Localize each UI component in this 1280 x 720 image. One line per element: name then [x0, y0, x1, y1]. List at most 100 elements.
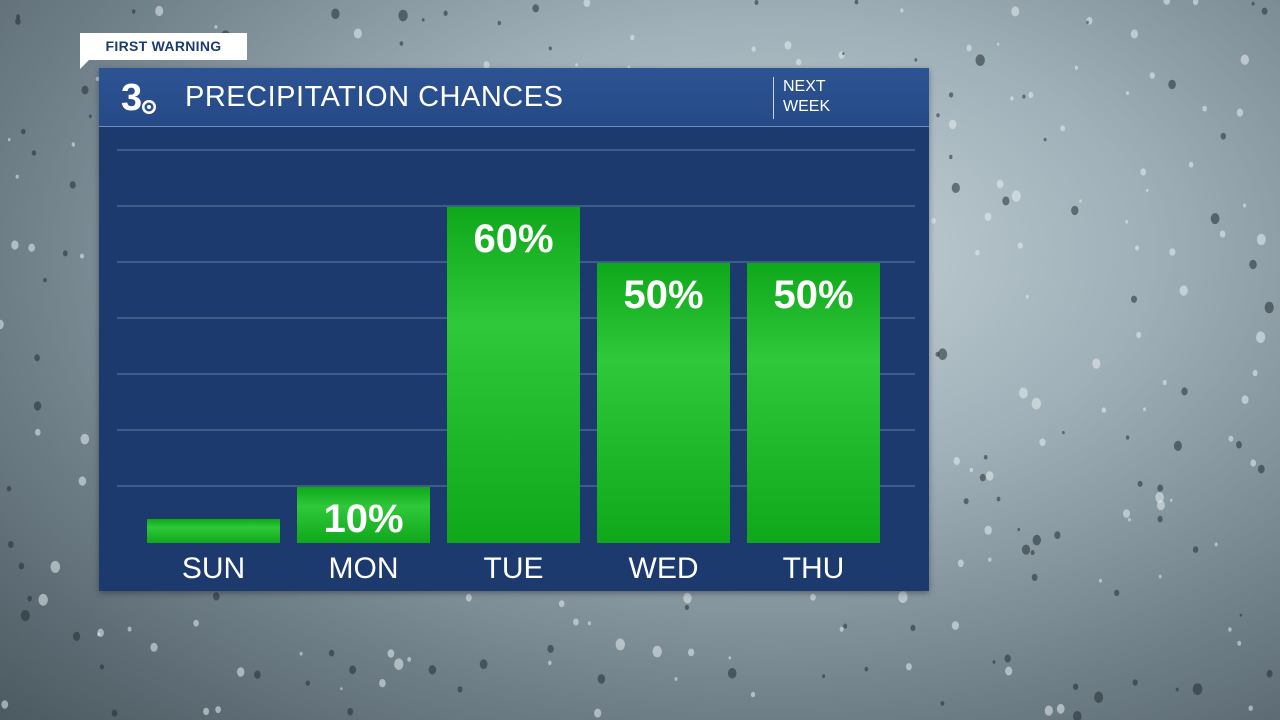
- raindrop: [497, 20, 501, 26]
- raindrop: [966, 44, 972, 52]
- raindrop: [18, 562, 25, 570]
- raindrop: [630, 34, 635, 41]
- raindrop: [1017, 242, 1023, 249]
- raindrop: [1188, 161, 1194, 168]
- raindrop: [69, 181, 76, 189]
- raindrop: [43, 277, 47, 283]
- raindrop: [0, 319, 4, 330]
- category-label-wed: WED: [629, 552, 699, 585]
- raindrop: [948, 119, 957, 130]
- raindrop: [1179, 285, 1188, 296]
- raindrop: [843, 623, 848, 629]
- page-title: PRECIPITATION CHANCES: [185, 81, 564, 113]
- raindrop: [992, 660, 996, 664]
- raindrop: [864, 666, 869, 672]
- raindrop: [1071, 205, 1079, 216]
- header-divider: [773, 77, 774, 119]
- raindrop: [627, 65, 631, 69]
- raindrop: [1073, 711, 1082, 720]
- raindrop: [21, 128, 26, 135]
- badge-tail: [80, 60, 89, 69]
- raindrop: [1132, 679, 1138, 686]
- bar-sun: [147, 519, 280, 543]
- raindrop: [1249, 259, 1257, 270]
- raindrop: [784, 41, 792, 50]
- raindrop: [1252, 369, 1258, 377]
- raindrop: [95, 76, 100, 82]
- raindrop: [573, 618, 579, 626]
- raindrop: [951, 182, 960, 193]
- raindrop: [8, 541, 14, 548]
- raindrop: [810, 593, 816, 601]
- raindrop: [1202, 105, 1207, 112]
- raindrop: [1010, 96, 1014, 101]
- raindrop: [1261, 7, 1268, 15]
- raindrop: [1158, 574, 1162, 579]
- raindrop: [131, 9, 136, 14]
- raindrop: [1241, 395, 1249, 404]
- raindrop: [1169, 248, 1176, 256]
- raindrop: [31, 150, 37, 156]
- raindrop: [1214, 542, 1218, 547]
- raindrop: [969, 467, 974, 473]
- raindrop: [1074, 65, 1079, 70]
- raindrop: [1162, 379, 1167, 386]
- raindrop: [1019, 387, 1028, 399]
- raindrop: [1256, 331, 1266, 344]
- bar-thu: [747, 263, 880, 543]
- raindrop: [1130, 29, 1138, 39]
- raindrop: [1157, 484, 1164, 492]
- raindrop: [1257, 464, 1265, 474]
- raindrop: [751, 46, 756, 52]
- raindrop: [1101, 407, 1107, 413]
- raindrop: [1181, 387, 1188, 396]
- raindrop: [1256, 233, 1266, 246]
- raindrop: [1143, 407, 1146, 412]
- raindrop: [1039, 438, 1046, 447]
- raindrop: [62, 250, 68, 257]
- raindrop: [951, 621, 960, 630]
- raindrop: [996, 179, 1004, 189]
- raindrop: [548, 660, 552, 666]
- raindrop: [1168, 79, 1176, 90]
- raindrop: [1125, 435, 1130, 440]
- category-label-tue: TUE: [484, 552, 544, 585]
- raindrop: [81, 85, 89, 95]
- raindrop: [948, 92, 954, 98]
- raindrop: [353, 28, 362, 39]
- raindrop: [1237, 640, 1242, 646]
- raindrop: [479, 659, 488, 670]
- raindrop: [839, 626, 844, 632]
- raindrop: [900, 8, 904, 13]
- raindrop: [1022, 94, 1026, 99]
- raindrop: [1099, 578, 1102, 583]
- raindrop: [349, 665, 357, 675]
- raindrop: [1114, 589, 1120, 597]
- raindrop: [1011, 6, 1020, 17]
- raindrop: [203, 707, 210, 716]
- raindrop: [99, 664, 104, 670]
- raindrop: [465, 593, 472, 602]
- raindrop: [27, 595, 32, 602]
- raindrop: [328, 649, 335, 657]
- raindrop: [421, 18, 425, 22]
- raindrop: [652, 645, 662, 658]
- raindrop: [97, 632, 101, 637]
- raindrop: [597, 674, 606, 684]
- raindrop: [940, 701, 945, 706]
- period-line-1: NEXT: [783, 78, 826, 95]
- raindrop: [1030, 550, 1035, 556]
- data-label-wed: 50%: [623, 273, 703, 317]
- raindrop: [1131, 295, 1137, 303]
- raindrop: [615, 638, 625, 651]
- raindrop: [727, 668, 737, 679]
- raindrop: [214, 25, 218, 29]
- raindrop: [688, 648, 695, 657]
- raindrop: [1060, 125, 1066, 132]
- raindrop: [1054, 531, 1061, 539]
- raindrop: [399, 41, 404, 46]
- raindrop: [1017, 527, 1020, 532]
- channel-3-logo-icon: 3: [121, 77, 156, 118]
- raindrop: [914, 58, 918, 62]
